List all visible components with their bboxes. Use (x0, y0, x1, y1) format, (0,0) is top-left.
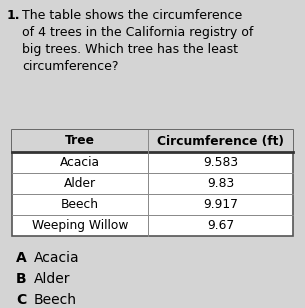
Text: Beech: Beech (61, 198, 99, 211)
Text: B: B (16, 272, 27, 286)
Text: Circumference (ft): Circumference (ft) (157, 135, 284, 148)
Text: Acacia: Acacia (60, 156, 100, 169)
Text: Tree: Tree (65, 135, 95, 148)
Text: A: A (16, 251, 27, 265)
Text: 9.917: 9.917 (203, 198, 238, 211)
Text: Alder: Alder (64, 177, 96, 190)
Text: Weeping Willow: Weeping Willow (32, 219, 128, 232)
Text: 9.583: 9.583 (203, 156, 238, 169)
Bar (12, 130, 293, 152)
Text: 9.83: 9.83 (207, 177, 234, 190)
Bar (12, 130, 293, 236)
Text: 1.: 1. (7, 9, 20, 22)
Text: Beech: Beech (34, 293, 77, 307)
Text: C: C (16, 293, 26, 307)
Text: Acacia: Acacia (34, 251, 80, 265)
Text: 9.67: 9.67 (207, 219, 234, 232)
Text: Alder: Alder (34, 272, 70, 286)
Text: The table shows the circumference
of 4 trees in the California registry of
big t: The table shows the circumference of 4 t… (22, 9, 253, 73)
